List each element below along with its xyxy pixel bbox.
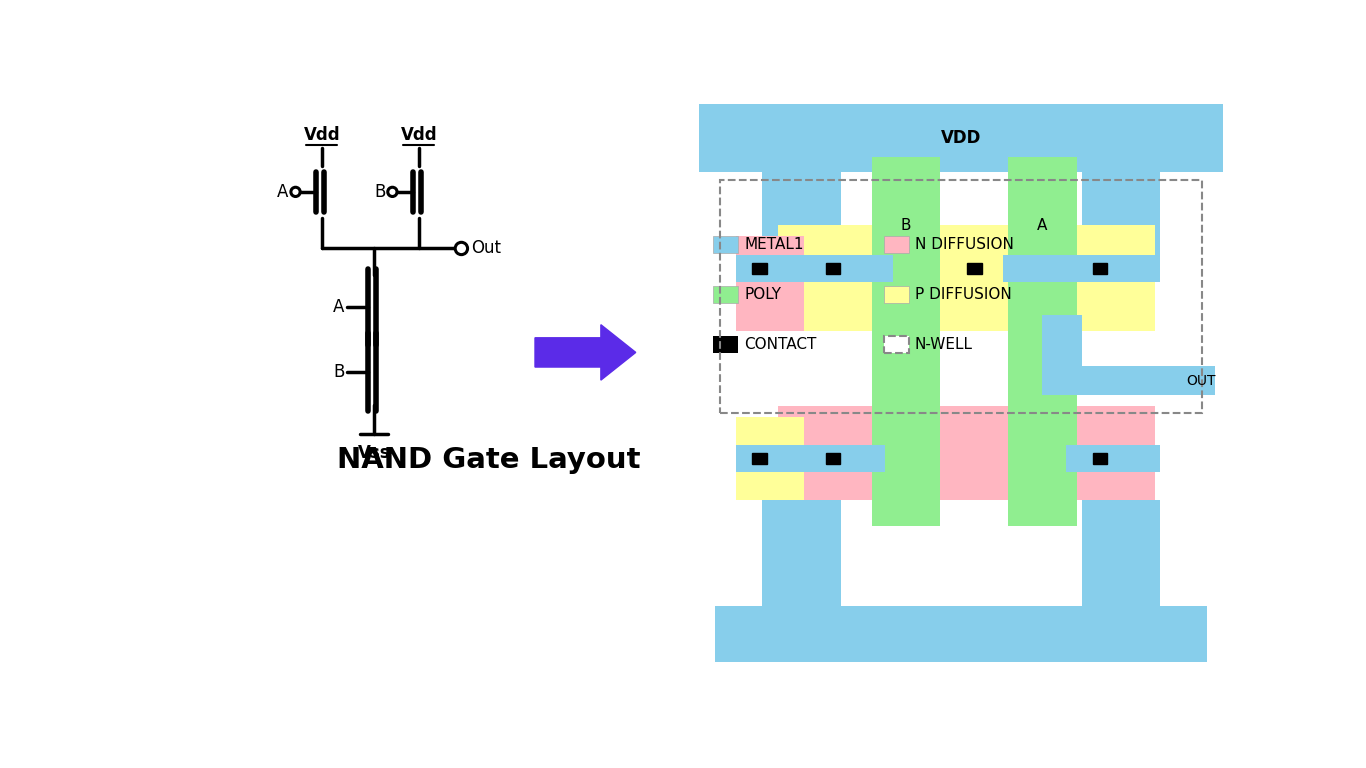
Bar xyxy=(762,500,840,606)
Text: Vss: Vss xyxy=(358,444,391,462)
Text: N DIFFUSION: N DIFFUSION xyxy=(915,237,1014,252)
Text: Vdd: Vdd xyxy=(400,126,437,144)
Bar xyxy=(1065,445,1160,472)
Text: METAL1: METAL1 xyxy=(744,237,803,252)
Bar xyxy=(753,453,766,464)
Bar xyxy=(720,180,1202,413)
Bar xyxy=(699,104,1223,172)
Text: OUT: OUT xyxy=(1186,374,1216,388)
Bar xyxy=(1082,172,1160,263)
Bar xyxy=(713,236,738,253)
Bar xyxy=(713,336,738,353)
Circle shape xyxy=(455,243,467,255)
Bar xyxy=(884,236,908,253)
Bar xyxy=(736,445,885,472)
Bar xyxy=(1042,366,1205,395)
Text: POLY: POLY xyxy=(744,287,781,302)
Text: B: B xyxy=(333,363,344,381)
Text: Out: Out xyxy=(471,240,501,257)
Bar xyxy=(884,336,908,353)
Bar xyxy=(713,286,738,303)
Text: A: A xyxy=(277,183,288,201)
Bar xyxy=(1093,263,1108,273)
Bar xyxy=(1190,366,1216,395)
Bar xyxy=(967,263,982,273)
Text: Vdd: Vdd xyxy=(303,126,340,144)
Bar xyxy=(825,453,840,464)
Text: N-WELL: N-WELL xyxy=(915,337,973,353)
Text: B: B xyxy=(374,183,385,201)
Bar xyxy=(736,417,805,500)
Bar xyxy=(1003,255,1160,282)
Bar xyxy=(762,172,840,263)
Bar xyxy=(1042,316,1082,395)
Text: NAND Gate Layout: NAND Gate Layout xyxy=(337,446,641,474)
Bar xyxy=(1082,500,1160,606)
Bar xyxy=(1093,453,1108,464)
Bar xyxy=(1008,157,1076,527)
Text: VDD: VDD xyxy=(941,129,981,147)
Text: A: A xyxy=(1037,217,1048,233)
FancyArrow shape xyxy=(535,325,635,380)
Bar xyxy=(825,263,840,273)
Bar xyxy=(714,606,1208,662)
Bar xyxy=(753,263,766,273)
Bar xyxy=(736,255,893,282)
Bar xyxy=(736,237,805,330)
Text: CONTACT: CONTACT xyxy=(744,337,817,353)
Text: P DIFFUSION: P DIFFUSION xyxy=(915,287,1011,302)
Bar xyxy=(872,157,940,527)
Bar xyxy=(777,225,1156,330)
Text: B: B xyxy=(902,217,911,233)
Text: A: A xyxy=(333,299,344,316)
Bar xyxy=(884,286,908,303)
Bar xyxy=(777,406,1156,500)
